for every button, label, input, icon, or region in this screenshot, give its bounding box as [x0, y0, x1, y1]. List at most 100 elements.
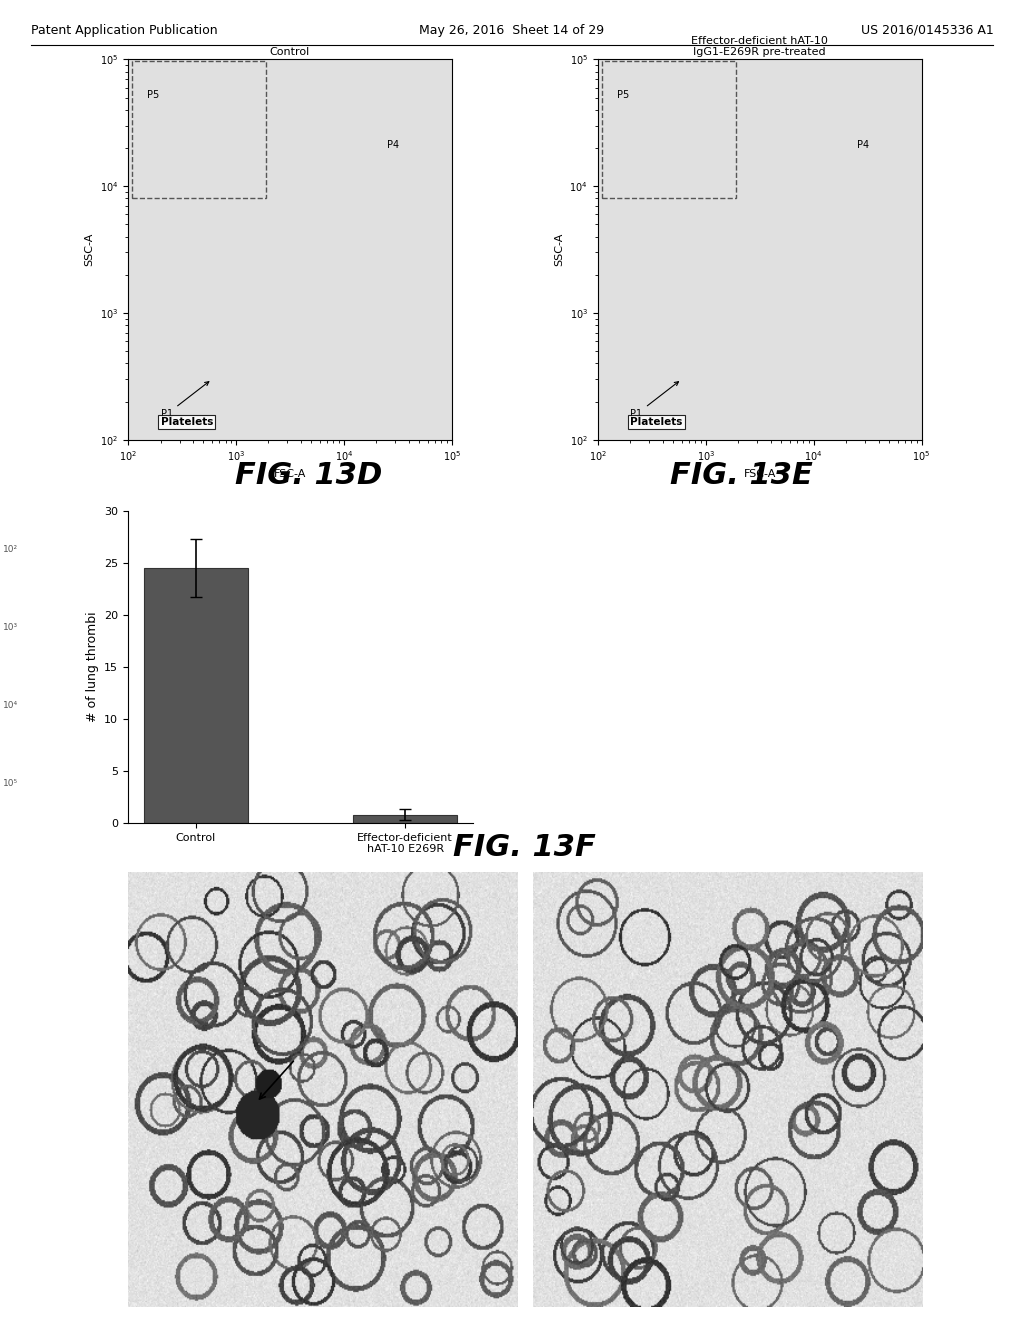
Point: [435, 623, 452, 644]
Point: [0, 585, 13, 606]
Point: [0, 635, 9, 656]
Point: [4, 649, 20, 671]
Point: [460, 624, 476, 645]
Point: [105, 459, 122, 480]
Point: [570, 455, 587, 477]
Point: [44, 616, 60, 638]
Point: [450, 669, 466, 690]
Point: [50, 599, 67, 620]
Point: [10, 606, 27, 627]
Point: [414, 623, 430, 644]
Point: [433, 690, 450, 711]
Point: [0, 607, 15, 628]
Point: [0, 624, 3, 645]
Point: [92, 463, 109, 484]
Point: [498, 589, 514, 610]
Point: [566, 474, 583, 495]
Point: [430, 631, 446, 652]
Point: [457, 648, 473, 669]
Point: [516, 661, 532, 682]
Point: [30, 593, 46, 614]
Point: [40, 615, 56, 636]
Point: [46, 562, 62, 583]
Point: [43, 627, 59, 648]
Point: [460, 558, 476, 579]
Point: [502, 643, 518, 664]
Point: [563, 459, 580, 480]
Point: [485, 595, 502, 616]
Point: [479, 671, 496, 692]
Point: [474, 651, 490, 672]
Point: [0, 660, 16, 681]
Point: [0, 593, 5, 614]
Point: [460, 647, 476, 668]
Point: [445, 607, 462, 628]
Point: [522, 661, 539, 682]
Point: [555, 451, 571, 473]
Point: [0, 693, 11, 714]
Point: [460, 585, 476, 606]
Point: [479, 655, 496, 676]
Point: [4, 656, 20, 677]
Point: [470, 595, 486, 616]
Point: [9, 587, 26, 609]
Point: [521, 664, 538, 685]
Point: [0, 586, 14, 607]
Point: [94, 458, 111, 479]
Point: [17, 655, 34, 676]
Point: [566, 469, 583, 490]
Point: [459, 643, 475, 664]
Point: [33, 599, 49, 620]
Point: [33, 628, 49, 649]
Point: [30, 599, 46, 620]
Point: [0, 680, 3, 701]
Point: [566, 446, 583, 467]
Point: [506, 589, 522, 610]
Point: [0, 669, 7, 690]
Point: [482, 589, 499, 610]
Point: [59, 556, 76, 577]
Point: [487, 655, 504, 676]
Point: [38, 581, 54, 602]
Point: [472, 652, 488, 673]
Point: [5, 597, 22, 618]
Point: [49, 585, 66, 606]
Point: [22, 611, 38, 632]
Point: [424, 565, 440, 586]
Point: [8, 565, 25, 586]
Point: [445, 642, 462, 663]
Point: [494, 569, 510, 590]
Point: [506, 632, 522, 653]
Point: [0, 634, 13, 655]
Point: [477, 632, 494, 653]
Point: [17, 705, 34, 726]
Point: [6, 606, 23, 627]
Point: [43, 644, 59, 665]
Point: [400, 664, 417, 685]
Point: [426, 675, 442, 696]
Point: [31, 579, 47, 601]
Point: [90, 446, 106, 467]
Point: [459, 636, 475, 657]
Point: [493, 634, 509, 655]
Point: [509, 544, 525, 565]
Point: [24, 558, 40, 579]
Point: [73, 605, 89, 626]
Point: [513, 620, 529, 642]
Point: [492, 609, 508, 630]
Point: [488, 631, 505, 652]
Point: [418, 602, 434, 623]
Point: [558, 474, 574, 495]
Point: [467, 597, 483, 618]
Point: [458, 552, 474, 573]
Point: [33, 576, 49, 597]
Point: [437, 603, 454, 624]
Point: [451, 536, 467, 557]
Point: [13, 631, 30, 652]
Point: [404, 619, 421, 640]
Point: [387, 640, 403, 661]
Point: [92, 471, 109, 492]
Point: [540, 638, 556, 659]
Point: [428, 623, 444, 644]
Point: [465, 644, 481, 665]
